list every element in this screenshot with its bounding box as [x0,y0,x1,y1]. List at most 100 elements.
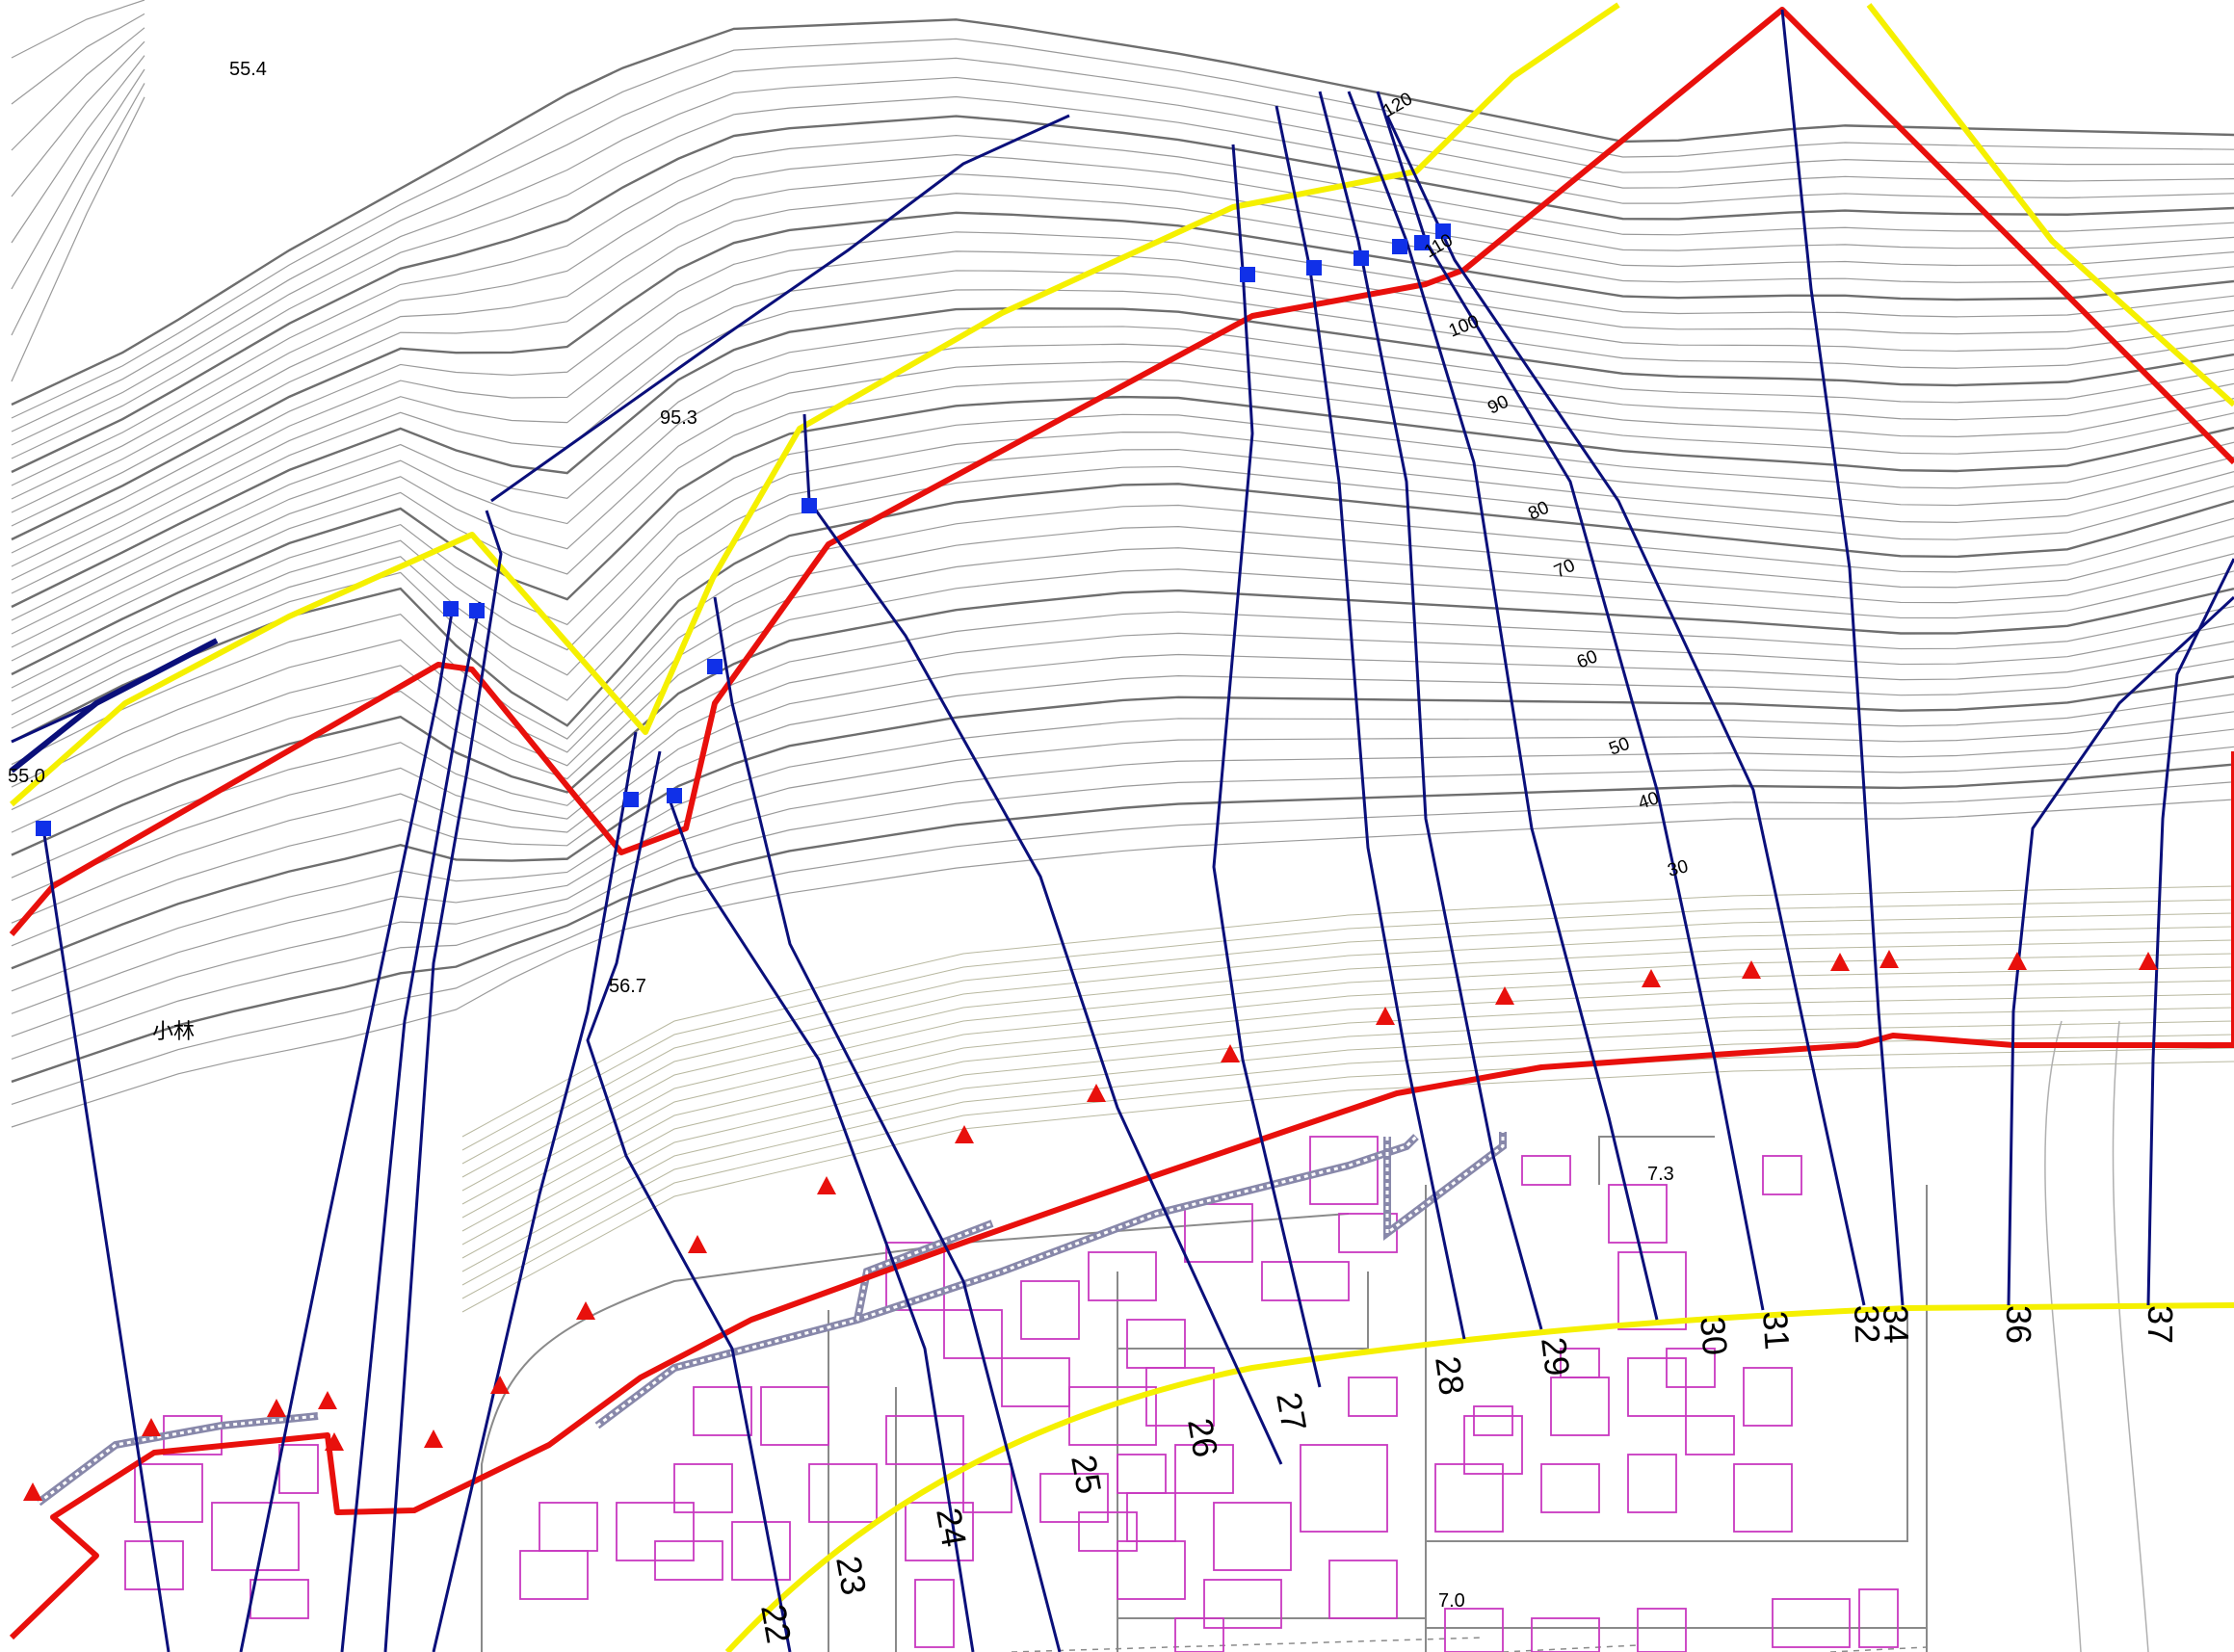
terrain-line [461,1047,2234,1299]
red-triangle-marker [2139,952,2158,970]
building-outline [1463,1415,1523,1475]
contour-line [11,307,2234,609]
contour-line [11,115,2234,474]
blue-square-marker [1414,235,1430,250]
building-outline [1858,1588,1899,1648]
contour-line [11,38,2234,419]
red-triangle-marker [325,1432,344,1451]
red-triangle-marker [955,1125,974,1143]
contour-line [11,605,2234,878]
building-outline [1338,1213,1398,1253]
building-outline [1001,1357,1070,1407]
contour-line [11,693,2234,992]
blue-square-marker [36,821,51,836]
spot-height-label: 95.3 [660,407,697,429]
terrain-line [461,993,2234,1246]
contour-line [11,289,2234,594]
terrain-line [461,912,2234,1165]
red-triangle-marker [576,1301,595,1320]
building-outline [1531,1617,1600,1652]
road-centerline [1829,1646,1928,1652]
contour-line [11,193,2234,527]
road-edge [1598,1136,1715,1185]
retaining-wall-hatch [38,1414,319,1505]
red-triangle-marker [318,1391,337,1409]
building-outline [1309,1136,1379,1205]
survey-markers [23,223,2158,1501]
building-outline [731,1521,791,1581]
building-outline [278,1444,319,1494]
blue-square-marker [469,603,485,618]
section-number-label: 23 [828,1553,874,1598]
building-outline [1473,1405,1513,1436]
contour-line [11,211,2234,541]
section-line [1275,105,1466,1340]
building-outline [1521,1155,1571,1186]
contour-line [11,343,2234,635]
place-name-label: 小林 [152,1019,195,1043]
building-outline [1733,1463,1793,1533]
section-line [668,799,975,1652]
building-outline [914,1579,955,1648]
section-line [2007,595,2234,1306]
building-outline [885,1242,945,1311]
red-triangle-marker [1087,1084,1106,1102]
contour-line [11,448,2234,716]
red-boundary-lower [9,1033,2234,1640]
contour-line [11,675,2234,970]
building-outline [654,1540,723,1581]
contour-line [11,395,2234,676]
building-outline [1444,1608,1504,1652]
contour-line [11,360,2234,648]
contour-line [11,96,145,382]
yellow-boundary-upper-right [1866,3,2234,407]
contour-line [11,13,145,105]
building-outline [1068,1386,1157,1446]
building-outline [1213,1502,1292,1571]
blue-square-marker [802,498,817,513]
building-outline [673,1463,733,1513]
section-line [713,596,1062,1652]
spot-height-label: 56.7 [609,976,646,997]
terrain-line [461,980,2234,1232]
section-number-label: 37 [2141,1305,2180,1344]
section-line [1318,91,1543,1330]
building-outline [1348,1377,1398,1417]
section-line [2146,558,2234,1306]
building-outline [1039,1473,1109,1523]
blue-square-marker [1306,260,1322,275]
section-number-label: 36 [1999,1305,2038,1344]
blue-square-marker [623,792,639,807]
building-outline [1203,1579,1282,1629]
road-edge [481,1213,1350,1652]
section-line [383,510,503,1652]
building-outline [962,1463,1012,1513]
section-line [586,750,792,1652]
section-line [1780,9,1905,1306]
red-boundary-line [9,7,2234,1640]
contour-line [11,40,145,197]
building-outlines [124,1136,1899,1652]
building-outline [1762,1155,1802,1195]
contour-line [11,83,145,336]
red-triangle-marker [2008,952,2027,970]
building-outline [1174,1617,1224,1652]
building-outline [885,1415,964,1465]
road-edge [1117,1272,1369,1350]
terrain-line [461,899,2234,1151]
yellow-boundary-upper [10,2,1620,807]
section-line [10,638,219,774]
contour-line [11,76,2234,446]
terrain-line [461,953,2234,1205]
contour-line [11,483,2234,744]
red-boundary-upper [9,7,2234,936]
contour-line [11,526,2234,788]
building-outline [1637,1608,1687,1652]
cross-section-lines [10,9,2234,1652]
terrain-line [461,1034,2234,1286]
contour-line [11,432,2234,702]
retaining-wall-hatch [855,1221,993,1321]
contour-line [11,134,2234,486]
building-outline [1088,1251,1157,1301]
road-edge [1426,1310,1908,1542]
